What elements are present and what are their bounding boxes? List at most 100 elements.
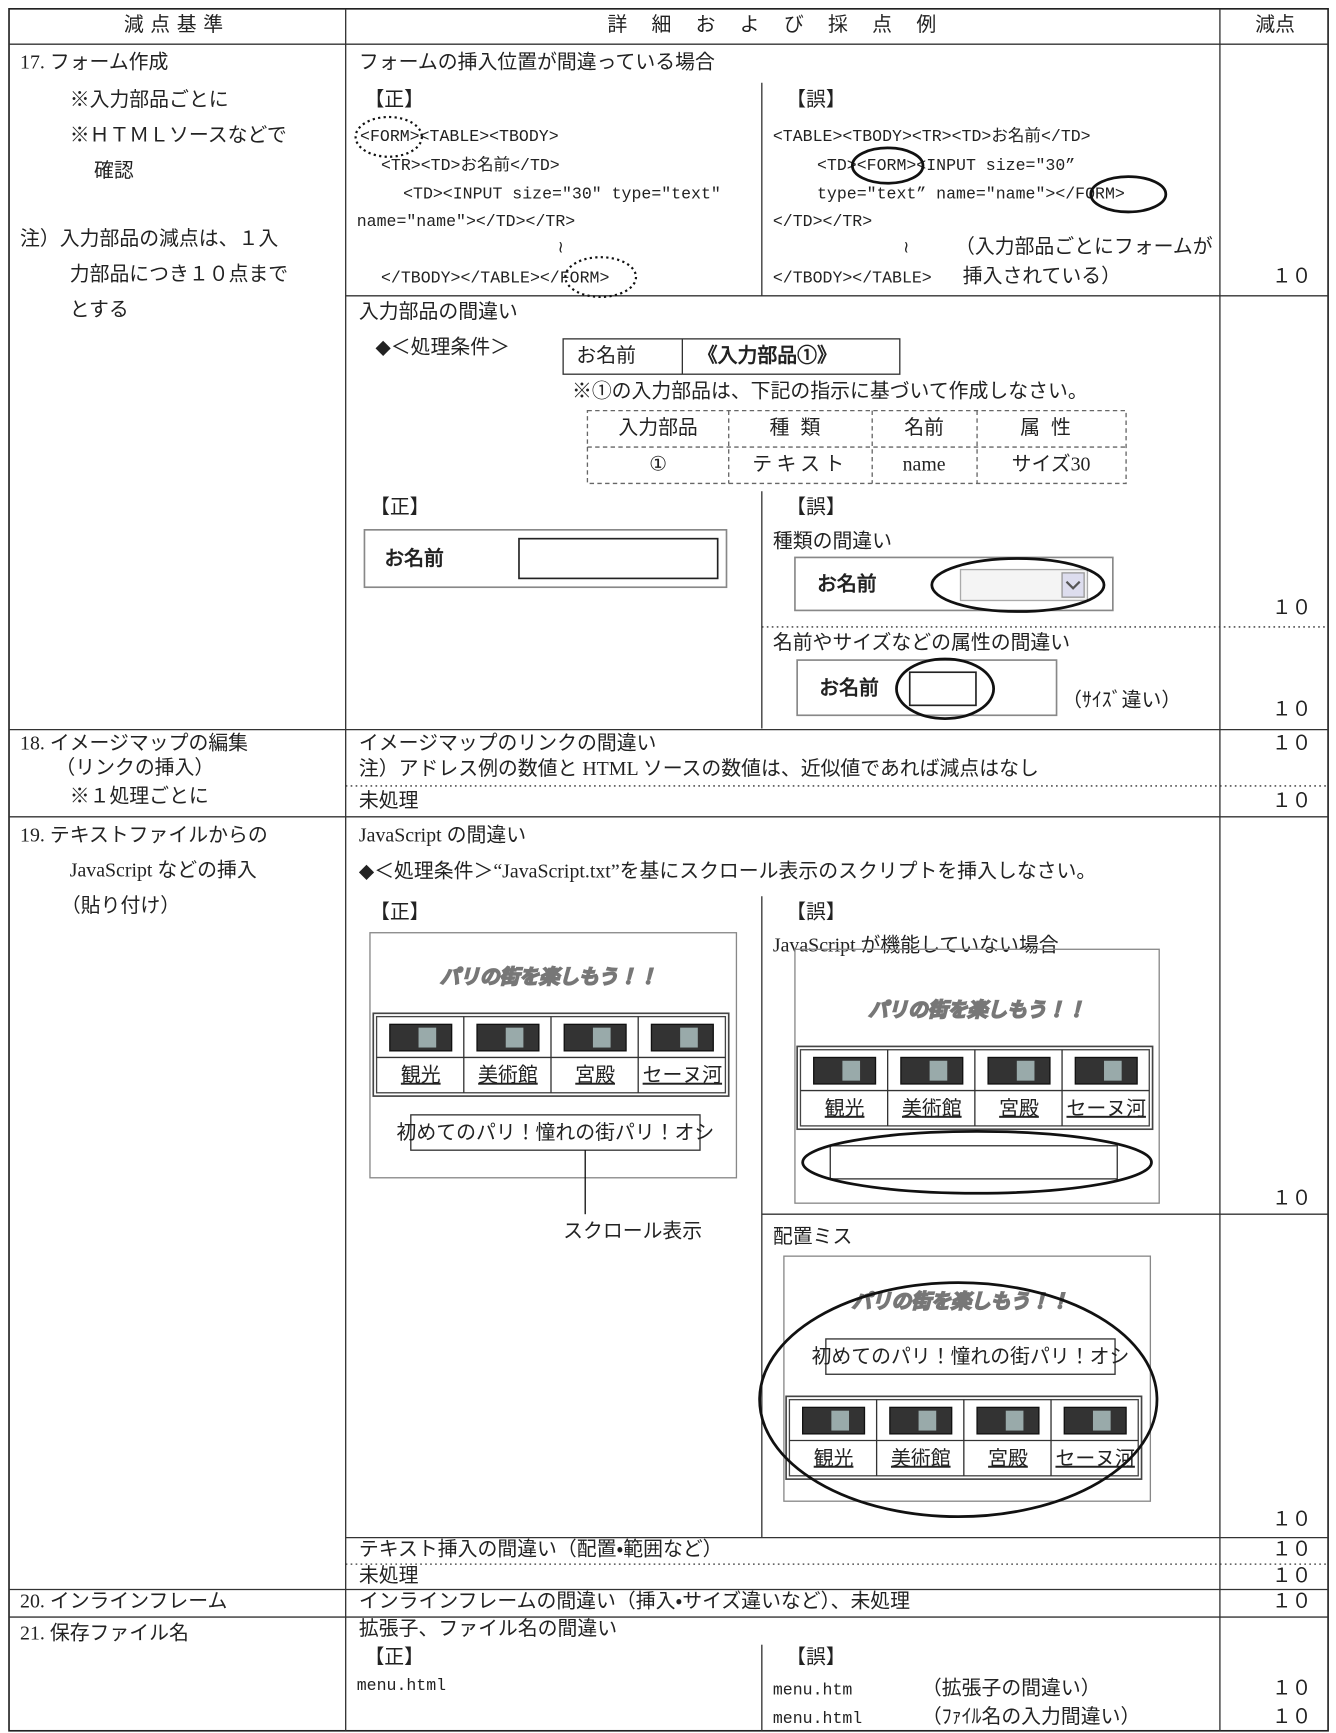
correct-label: 【正】 xyxy=(364,89,424,111)
case-title: 拡張子、ファイル名の間違い xyxy=(359,1618,617,1640)
spec-header: 種類 xyxy=(770,417,832,439)
marquee xyxy=(825,1338,1116,1375)
nav-link: 宮殿 xyxy=(999,1097,1039,1120)
case-title: 配置ミス xyxy=(773,1226,852,1248)
select-arrow xyxy=(1061,572,1085,598)
nav-link: 観光 xyxy=(825,1097,865,1120)
points: １０ xyxy=(1272,266,1312,288)
note: （拡張子の間違い） xyxy=(922,1678,1101,1700)
nav-image xyxy=(680,1027,698,1048)
condition-label: ◆＜処理条件＞ xyxy=(375,336,509,358)
nav-link: 美術館 xyxy=(902,1097,962,1120)
spec-header: 入力部品 xyxy=(618,417,697,439)
field-part: 《入力部品①》 xyxy=(698,344,837,367)
condition-box xyxy=(562,338,901,375)
case-title: 入力部品の間違い xyxy=(359,301,518,323)
nav-image xyxy=(1016,1060,1035,1081)
nav-image xyxy=(831,1410,850,1431)
nav-image xyxy=(1005,1410,1024,1431)
points: １０ xyxy=(1272,1509,1312,1531)
criteria-text: （貼り付け） xyxy=(61,895,180,917)
case-title: JavaScript が機能していない場合 xyxy=(773,935,1059,957)
points: １０ xyxy=(1272,1590,1312,1612)
case-title: 種類の間違い xyxy=(773,531,892,553)
table-border xyxy=(8,8,1329,1732)
highlight-ellipse xyxy=(930,557,1106,613)
condition: ◆＜処理条件＞“JavaScript.txt”を基にスクロール表示のスクリプトを… xyxy=(359,861,1096,883)
spec-cell: name xyxy=(903,453,946,475)
marquee xyxy=(829,1145,1118,1180)
text-input xyxy=(908,671,977,707)
header-cell: 詳細および採点例 xyxy=(607,14,960,36)
marquee-text: 初めてのパリ！憧れの街パリ！オシ xyxy=(397,1121,715,1144)
code-line: ≀ xyxy=(903,239,909,258)
points: １０ xyxy=(1272,1678,1312,1700)
case-title: イメージマップのリンクの間違い xyxy=(359,733,657,755)
nav-table xyxy=(796,1045,1154,1131)
code-line: <TD><FORM><INPUT size="30” xyxy=(817,156,1075,175)
nav-link: 宮殿 xyxy=(988,1447,1028,1470)
note: （ﾌｧｲﾙ名の入力間違い） xyxy=(922,1706,1140,1728)
form-label: お名前 xyxy=(819,676,879,699)
case-title: フォームの挿入位置が間違っている場合 xyxy=(359,52,715,74)
case-title: テキスト挿入の間違い（配置・範囲など） xyxy=(359,1538,723,1560)
banner: パリの街を楽しもう！！ xyxy=(868,999,1086,1022)
banner: パリの街を楽しもう！！ xyxy=(440,965,658,988)
nav-link: 観光 xyxy=(814,1447,854,1470)
points: １０ xyxy=(1272,733,1312,755)
note: （入力部品ごとにフォームが xyxy=(955,236,1213,258)
code-line: <TR><TD>お名前</TD> xyxy=(381,155,560,175)
code-line: </TBODY></TABLE></FORM> xyxy=(381,269,609,288)
wrong-label: 【誤】 xyxy=(786,89,846,111)
points: １０ xyxy=(1272,1706,1312,1728)
code-line: ≀ xyxy=(558,239,564,258)
code-line: </TBODY></TABLE> xyxy=(773,269,932,288)
code-line: <TABLE><TBODY><TR><TD>お名前</TD> xyxy=(773,126,1091,146)
instruction: ※①の入力部品は、下記の指示に基づいて作成しなさい。 xyxy=(572,381,1088,403)
correct-label: 【正】 xyxy=(364,1647,424,1669)
criteria-text: 確認 xyxy=(94,160,134,182)
highlight-ellipse xyxy=(354,115,423,158)
highlight-ellipse xyxy=(895,657,996,720)
nav-link: セーヌ河 xyxy=(643,1064,723,1087)
highlight-ellipse xyxy=(564,256,638,299)
wrong-label: 【誤】 xyxy=(786,1647,846,1669)
text-input xyxy=(518,537,719,580)
nav-image xyxy=(1092,1410,1111,1431)
file-name: menu.html xyxy=(773,1709,862,1728)
form-preview xyxy=(363,529,728,589)
header-cell: 減点 xyxy=(1255,14,1295,36)
criteria-text: とする xyxy=(70,299,129,321)
marquee-text: 初めてのパリ！憧れの街パリ！オシ xyxy=(812,1345,1130,1368)
header-cell: 減点基準 xyxy=(124,14,230,36)
criteria-text: ※ＨＴＭＬソースなどで xyxy=(70,124,287,146)
criteria-text: 20. インラインフレーム xyxy=(20,1590,227,1612)
spec-header: 属性 xyxy=(1020,417,1082,439)
highlight-ellipse xyxy=(850,146,925,185)
criteria-text: 19. テキストファイルからの xyxy=(20,824,268,846)
points: １０ xyxy=(1272,1187,1312,1209)
criteria-text: （リンクの挿入） xyxy=(55,757,214,779)
field-label: お名前 xyxy=(576,345,636,367)
nav-image xyxy=(929,1060,948,1081)
criteria-text: 力部品につき１０点まで xyxy=(70,264,288,286)
criteria-text: 18. イメージマップの編集 xyxy=(20,733,248,755)
criteria-text: ※１処理ごとに xyxy=(70,786,209,808)
points: １０ xyxy=(1272,1538,1312,1560)
highlight-ellipse xyxy=(758,1281,1159,1519)
points: １０ xyxy=(1272,597,1312,619)
banner: パリの街を楽しもう！！ xyxy=(852,1290,1070,1313)
wrong-label: 【誤】 xyxy=(786,496,846,518)
nav-table xyxy=(785,1395,1143,1480)
criteria-text: ※入力部品ごとに xyxy=(70,89,229,111)
criteria-text: 21. 保存ファイル名 xyxy=(20,1622,189,1644)
case-title: インラインフレームの間違い（挿入・サイズ違いなど）、未処理 xyxy=(359,1590,910,1612)
correct-label: 【正】 xyxy=(370,496,430,518)
case-title: JavaScript の間違い xyxy=(359,824,526,846)
code-line: type="text” name="name"></FORM> xyxy=(817,185,1125,204)
nav-image xyxy=(842,1060,861,1081)
code-line: <FORM><TABLE><TBODY> xyxy=(360,127,559,146)
criteria-text: 17. フォーム作成 xyxy=(20,52,168,74)
nav-image xyxy=(418,1027,437,1048)
code-line: </TD></TR> xyxy=(773,212,872,231)
